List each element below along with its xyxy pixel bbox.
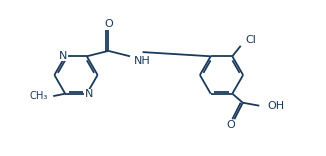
- Text: N: N: [59, 51, 67, 61]
- Text: NH: NH: [134, 56, 150, 66]
- Text: O: O: [104, 20, 113, 29]
- Text: CH₃: CH₃: [30, 91, 48, 101]
- Text: Cl: Cl: [245, 35, 256, 45]
- Text: N: N: [85, 89, 93, 99]
- Text: OH: OH: [268, 101, 285, 111]
- Text: O: O: [227, 120, 235, 130]
